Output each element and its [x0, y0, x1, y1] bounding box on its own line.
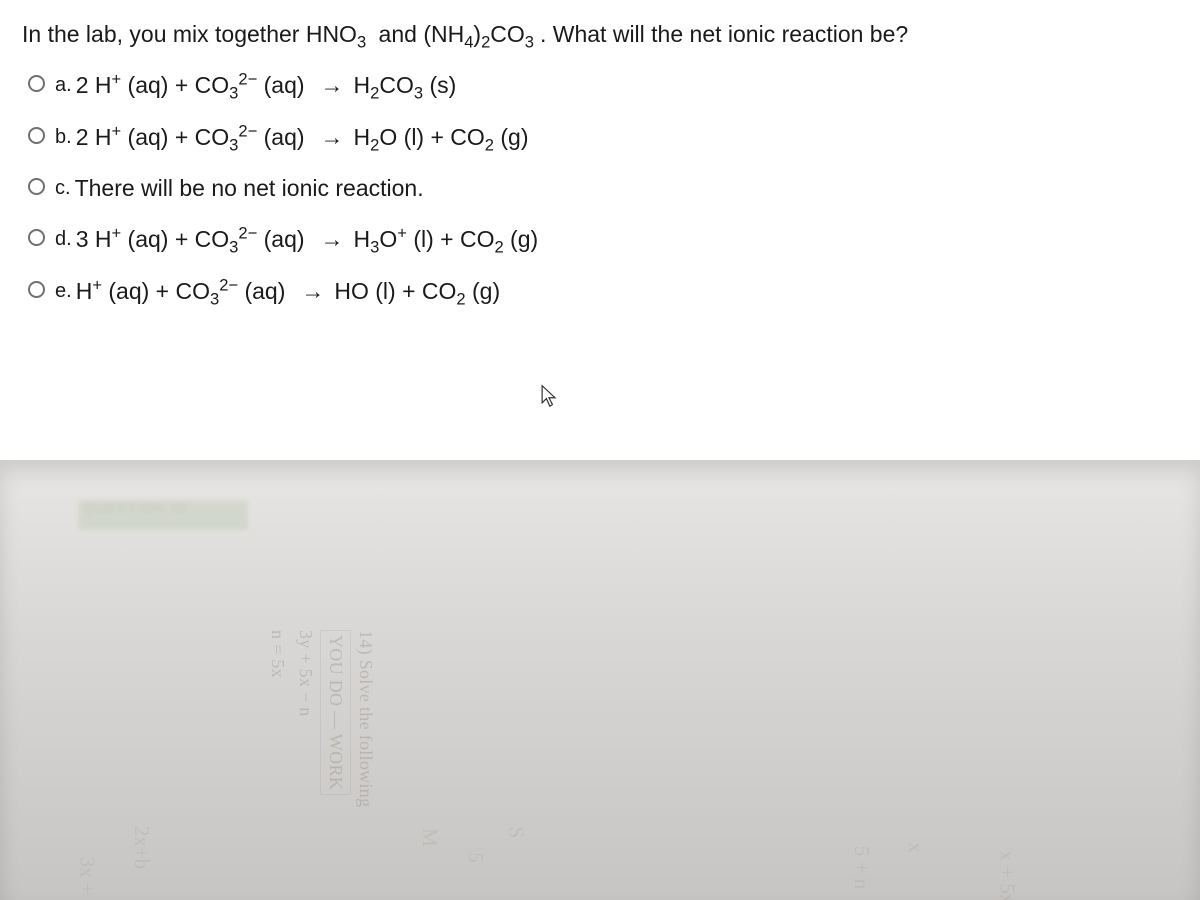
reaction-rhs: H3O+ (l) + CO2 (g) — [354, 223, 539, 256]
option-row-c[interactable]: c.There will be no net ionic reaction. — [22, 172, 1178, 205]
option-body: H+ (aq) + CO32− (aq) → HO (l) + CO2 (g) — [76, 275, 506, 308]
radio-b[interactable] — [28, 127, 45, 144]
option-row-b[interactable]: b.2 H+ (aq) + CO32− (aq) → H2O (l) + CO2 (… — [22, 121, 1178, 154]
option-body: 3 H+ (aq) + CO32− (aq) → H3O+ (l) + CO2 (g… — [76, 223, 544, 256]
option-letter: c. — [55, 172, 71, 203]
reaction-rhs: HO (l) + CO2 (g) — [334, 275, 500, 308]
radio-c[interactable] — [28, 178, 45, 195]
reagent-1: HNO3 — [306, 21, 366, 47]
option-row-a[interactable]: a.2 H+ (aq) + CO32− (aq) → H2CO3 (s) — [22, 69, 1178, 102]
reaction-arrow-icon: → — [301, 275, 324, 308]
reaction-lhs: 2 H+ (aq) + CO32− (aq) — [76, 69, 305, 102]
stem-suffix: . What will the net ionic reaction be? — [540, 21, 908, 47]
reaction-lhs: 3 H+ (aq) + CO32− (aq) — [76, 223, 305, 256]
stem-prefix: In the lab, you mix together — [22, 21, 306, 47]
hw-line-3: 3y + 5x − n — [292, 630, 321, 807]
reagent-2: (NH4)2CO3 — [423, 21, 534, 47]
reaction-rhs: H2O (l) + CO2 (g) — [354, 121, 529, 154]
option-letter: a. — [55, 69, 72, 100]
radio-a[interactable] — [28, 75, 45, 92]
reaction-arrow-icon: → — [321, 223, 344, 256]
reaction-rhs: H2CO3 (s) — [354, 69, 457, 102]
option-letter: d. — [55, 223, 72, 254]
reaction-lhs: H+ (aq) + CO32− (aq) — [76, 275, 286, 308]
option-body: There will be no net ionic reaction. — [75, 172, 424, 205]
options-list: a.2 H+ (aq) + CO32− (aq) → H2CO3 (s) b.2 H+… — [22, 69, 1178, 308]
question-block: In the lab, you mix together HNO3 and (N… — [0, 0, 1200, 308]
mouse-cursor-icon — [540, 384, 558, 408]
hw-boxed-text: YOU DO — WORK — [320, 630, 351, 795]
hw-line-4: n = 5x — [263, 630, 292, 807]
option-row-d[interactable]: d.3 H+ (aq) + CO32− (aq) → H3O+ (l) + CO2 … — [22, 223, 1178, 256]
show-through-text: 14) Solve the following YOU DO — WORK 3y… — [263, 630, 380, 807]
reaction-lhs: 2 H+ (aq) + CO32− (aq) — [76, 121, 305, 154]
ghost-heading-text: QUESTION 22 — [78, 500, 188, 516]
question-stem: In the lab, you mix together HNO3 and (N… — [22, 18, 1178, 51]
option-row-e[interactable]: e.H+ (aq) + CO32− (aq) → HO (l) + CO2 (g) — [22, 275, 1178, 308]
ghost-question-heading: QUESTION 22 — [78, 500, 248, 530]
page-root: In the lab, you mix together HNO3 and (N… — [0, 0, 1200, 900]
radio-e[interactable] — [28, 281, 45, 298]
option-body: 2 H+ (aq) + CO32− (aq) → H2CO3 (s) — [76, 69, 463, 102]
option-body: 2 H+ (aq) + CO32− (aq) → H2O (l) + CO2 (g) — [76, 121, 535, 154]
stem-mid: and — [372, 21, 423, 47]
reaction-arrow-icon: → — [321, 69, 344, 102]
reaction-arrow-icon: → — [321, 121, 344, 154]
option-letter: e. — [55, 275, 72, 306]
option-text: There will be no net ionic reaction. — [75, 172, 424, 205]
option-letter: b. — [55, 121, 72, 152]
radio-d[interactable] — [28, 229, 45, 246]
hw-line-1: 14) Solve the following — [351, 630, 380, 807]
hw-line-2: YOU DO — WORK — [320, 630, 351, 807]
